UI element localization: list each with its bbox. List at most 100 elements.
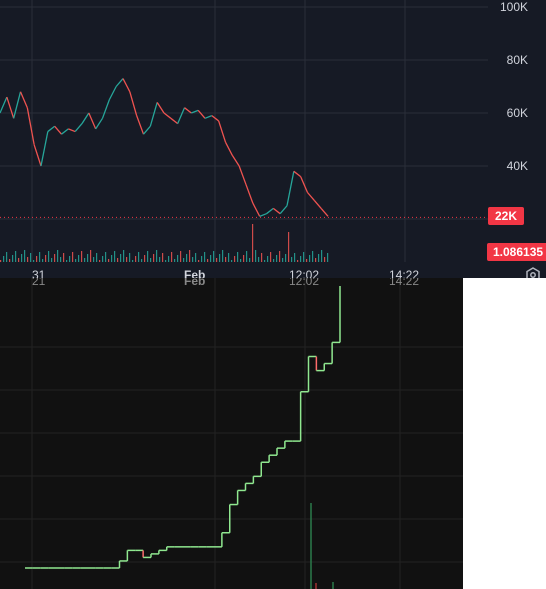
price-segment xyxy=(163,112,172,119)
volume-bar xyxy=(231,260,233,262)
volume-bar xyxy=(105,252,107,262)
price-segment xyxy=(238,165,247,185)
volume-bar xyxy=(270,252,272,262)
volume-bar xyxy=(276,255,278,262)
volume-bar xyxy=(189,250,191,262)
volume-bar xyxy=(42,259,44,262)
volume-bar xyxy=(165,260,167,262)
price-segment xyxy=(204,115,213,119)
volume-bar xyxy=(183,258,185,262)
volume-bar xyxy=(186,254,188,262)
price-segment xyxy=(0,96,8,114)
volume-bar xyxy=(201,256,203,262)
volume-bar xyxy=(234,256,236,262)
volume-bar xyxy=(84,258,86,262)
price-segment xyxy=(47,125,56,133)
volume-bar xyxy=(24,250,26,262)
top-chart-panel[interactable]: 100K 80K 60K 40K 22K 1.086135 31 Feb 12:… xyxy=(0,0,546,278)
volume-bar xyxy=(27,257,29,262)
volume-bar xyxy=(297,260,299,262)
volume-bar xyxy=(66,260,68,262)
volume-bar xyxy=(129,253,131,262)
price-segment xyxy=(95,117,104,130)
price-segment xyxy=(279,205,288,215)
volume-bar xyxy=(120,254,122,262)
volume-bar xyxy=(147,251,149,262)
price-segment xyxy=(293,170,302,178)
volume-bar xyxy=(72,252,74,262)
volume-bar xyxy=(228,253,230,262)
price-segment xyxy=(231,155,240,167)
volume-bar xyxy=(18,258,20,262)
top-chart-canvas[interactable] xyxy=(0,0,546,278)
price-segment xyxy=(252,202,261,217)
volume-bar xyxy=(21,254,23,262)
price-segment xyxy=(300,176,309,193)
price-segment xyxy=(218,120,227,143)
volume-bar xyxy=(318,254,320,262)
price-segment xyxy=(13,91,22,119)
price-segment xyxy=(33,144,42,167)
bottom-chart-panel[interactable]: 21 Feb 12:02 14:22 xyxy=(0,278,463,589)
volume-bar xyxy=(114,251,116,262)
blank-area xyxy=(463,278,546,589)
volume-bar xyxy=(303,252,305,262)
volume-bar xyxy=(168,256,170,262)
volume-bar xyxy=(162,253,164,262)
volume-bar xyxy=(39,252,41,262)
volume-bar xyxy=(258,257,260,262)
volume-bar xyxy=(204,252,206,262)
volume-bar xyxy=(63,253,65,262)
price-segment xyxy=(307,192,315,201)
volume-bar xyxy=(252,224,254,262)
price-segment xyxy=(122,78,131,93)
time-axis-label: 31 xyxy=(32,268,46,278)
volume-bar xyxy=(159,257,161,262)
time-axis-label: 14:22 xyxy=(389,278,420,288)
price-segment xyxy=(143,125,151,135)
price-segment xyxy=(170,117,179,125)
price-segment xyxy=(6,96,15,119)
volume-bar xyxy=(285,254,287,262)
price-segment xyxy=(26,107,35,145)
volume-bar xyxy=(213,251,215,262)
price-segment xyxy=(74,123,83,132)
price-segment xyxy=(245,184,254,204)
volume-bar xyxy=(156,250,158,262)
volume-bar xyxy=(135,256,137,262)
price-segment xyxy=(54,125,62,135)
volume-bar xyxy=(192,257,194,262)
volume-bar xyxy=(0,260,2,262)
volume-bar xyxy=(54,254,56,262)
volume-bar xyxy=(99,260,101,262)
bottom-chart-canvas[interactable] xyxy=(0,278,463,589)
volume-bar xyxy=(315,258,317,262)
price-segment xyxy=(156,102,165,114)
settings-icon[interactable] xyxy=(524,266,542,278)
price-segment xyxy=(40,131,49,167)
volume-bar xyxy=(60,257,62,262)
volume-bar xyxy=(57,250,59,262)
time-axis-label: Feb xyxy=(184,278,206,288)
volume-bar xyxy=(81,251,83,262)
price-segment xyxy=(149,102,158,127)
price-segment xyxy=(286,171,295,206)
volume-bar xyxy=(123,250,125,262)
price-segment xyxy=(19,91,28,108)
volume-bar xyxy=(267,256,269,262)
volume-bar xyxy=(237,252,239,262)
volume-bar xyxy=(111,255,113,262)
volume-bar xyxy=(222,250,224,262)
price-segment xyxy=(266,207,274,215)
price-segment xyxy=(259,213,267,217)
time-axis-label: Feb xyxy=(184,268,206,278)
time-axis-label: 21 xyxy=(32,278,46,288)
volume-bar xyxy=(108,259,110,262)
volume-bar xyxy=(96,253,98,262)
price-segment xyxy=(115,78,124,87)
volume-bar xyxy=(264,260,266,262)
price-segment xyxy=(136,115,145,135)
volume-bar xyxy=(198,260,200,262)
time-axis-label: 14:22 xyxy=(389,268,420,278)
volume-bar xyxy=(48,251,50,262)
